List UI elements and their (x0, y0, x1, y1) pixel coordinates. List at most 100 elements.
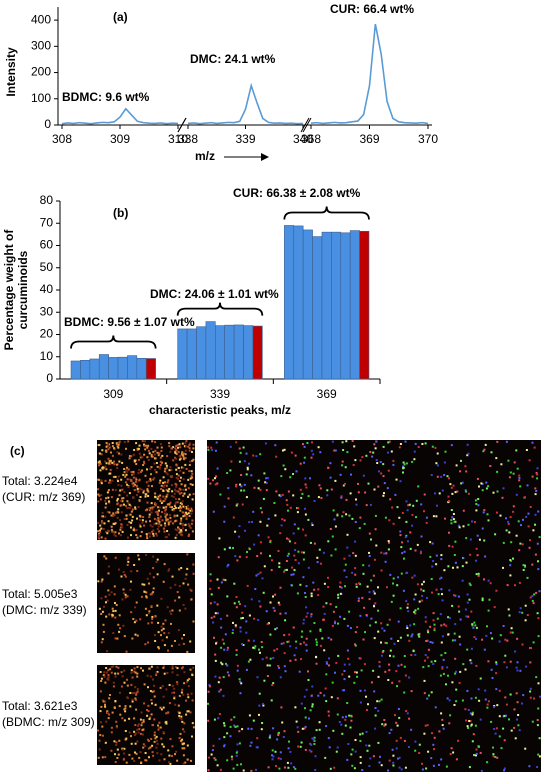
pixel (313, 622, 316, 624)
pixel (343, 663, 346, 666)
pixel (448, 500, 450, 503)
pixel (368, 765, 371, 767)
pixel (287, 490, 290, 493)
pixel (182, 454, 184, 456)
pixel (505, 666, 508, 669)
pixel (151, 690, 154, 693)
pixel (143, 583, 146, 586)
pixel (114, 753, 116, 756)
pixel (312, 581, 315, 584)
pixel (519, 485, 522, 488)
pixel (149, 477, 152, 480)
pixel (118, 532, 120, 535)
pixel (181, 524, 184, 527)
pixel (212, 510, 215, 513)
pixel (192, 443, 195, 446)
pixel (127, 506, 130, 509)
pixel (441, 724, 444, 727)
pixel (490, 668, 493, 671)
pixel (426, 597, 428, 599)
annotation: CUR: 66.38 ± 2.08 wt% (233, 186, 361, 200)
pixel (379, 755, 381, 758)
pixel (485, 487, 488, 490)
pixel (214, 612, 217, 615)
pixel (99, 529, 101, 532)
pixel (134, 697, 137, 700)
pixel (107, 676, 110, 679)
pixel (113, 514, 116, 516)
pixel (269, 541, 272, 543)
pixel (299, 583, 302, 586)
pixel (226, 614, 229, 617)
pixel (150, 511, 153, 514)
pixel (139, 525, 142, 528)
pixel (405, 500, 408, 503)
pixel (161, 519, 164, 522)
pixel (177, 710, 180, 713)
pixel (509, 631, 512, 634)
pixel (112, 632, 115, 634)
pixel (393, 642, 396, 645)
pixel (276, 627, 278, 630)
pixel (209, 579, 212, 582)
pixel (178, 458, 181, 461)
pixel (403, 739, 406, 742)
pixel (152, 587, 155, 590)
pixel (514, 650, 517, 653)
pixel (475, 638, 477, 640)
pixel (214, 483, 217, 486)
pixel (359, 756, 362, 759)
pixel (459, 618, 462, 621)
pixel (134, 606, 137, 609)
pixel (515, 534, 518, 537)
pixel (186, 681, 188, 684)
pixel (372, 590, 375, 593)
pixel (430, 578, 433, 580)
pixel (155, 735, 158, 738)
pixel (288, 540, 291, 543)
pixel (483, 448, 486, 451)
pixel (104, 741, 107, 744)
pixel (160, 484, 163, 487)
pixel (484, 689, 487, 692)
pixel (173, 492, 176, 495)
pixel (150, 473, 152, 476)
pixel (464, 489, 467, 492)
pixel (378, 470, 380, 473)
pixel (537, 568, 540, 571)
pixel (104, 479, 107, 482)
pixel (142, 719, 145, 722)
pixel (247, 660, 250, 663)
pixel (143, 524, 146, 527)
pixel (121, 748, 124, 751)
pixel (186, 693, 189, 696)
pixel (291, 566, 294, 569)
pixel (408, 503, 411, 506)
pixel (307, 566, 310, 569)
pixel (477, 574, 480, 577)
pixel (470, 724, 473, 727)
pixel (334, 620, 336, 623)
pixel (134, 633, 137, 636)
pixel (182, 452, 185, 455)
pixel (370, 538, 372, 541)
pixel (182, 511, 185, 514)
pixel (130, 671, 133, 674)
pixel (184, 457, 187, 459)
pixel (217, 717, 220, 720)
pixel (176, 674, 179, 677)
pixel (142, 669, 144, 672)
pixel (126, 697, 129, 699)
pixel (524, 565, 527, 568)
pixel (456, 490, 459, 493)
pixel (146, 456, 149, 459)
pixel (340, 495, 343, 498)
pixel (477, 572, 480, 575)
pixel (262, 591, 265, 594)
pixel (173, 697, 176, 700)
pixel (392, 582, 394, 585)
pixel (334, 671, 336, 674)
pixel (163, 481, 166, 484)
pixel (384, 670, 387, 673)
pixel (538, 755, 541, 758)
